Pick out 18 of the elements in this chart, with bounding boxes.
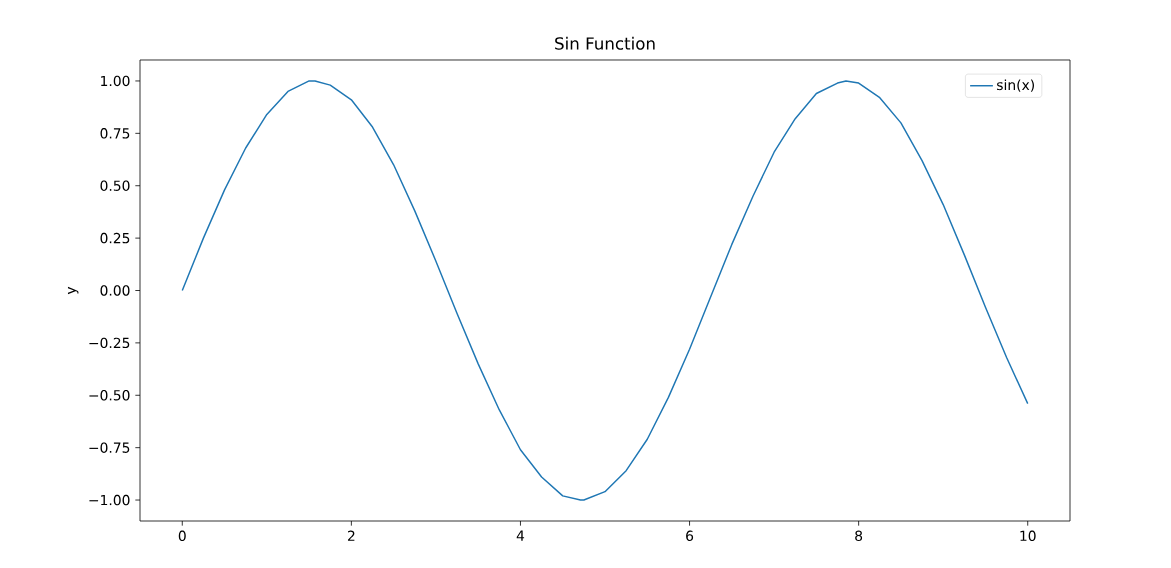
chart-title: Sin Function <box>555 36 655 50</box>
y-tick-label: 0.50 <box>100 180 130 191</box>
x-tick-label: 10 <box>1020 530 1036 542</box>
y-tick-label: −0.75 <box>89 442 130 453</box>
y-tick-label: 0.25 <box>100 232 130 244</box>
legend-label: sin(x) <box>997 79 1034 92</box>
x-tick-label: 0 <box>178 530 186 542</box>
y-axis-title: y <box>67 286 79 295</box>
y-tick-label: 1.00 <box>101 75 130 87</box>
y-tick-label: −1.00 <box>89 494 130 506</box>
x-tick-label: 8 <box>855 530 863 542</box>
x-tick-label: 2 <box>347 530 355 541</box>
y-tick-label: −0.25 <box>89 337 130 349</box>
y-tick-label: 0.75 <box>100 128 130 139</box>
x-tick-label: 6 <box>686 530 694 542</box>
x-tick-label: 4 <box>516 530 525 541</box>
y-tick-label: 0.00 <box>100 285 130 296</box>
y-tick-label: −0.50 <box>89 390 130 401</box>
